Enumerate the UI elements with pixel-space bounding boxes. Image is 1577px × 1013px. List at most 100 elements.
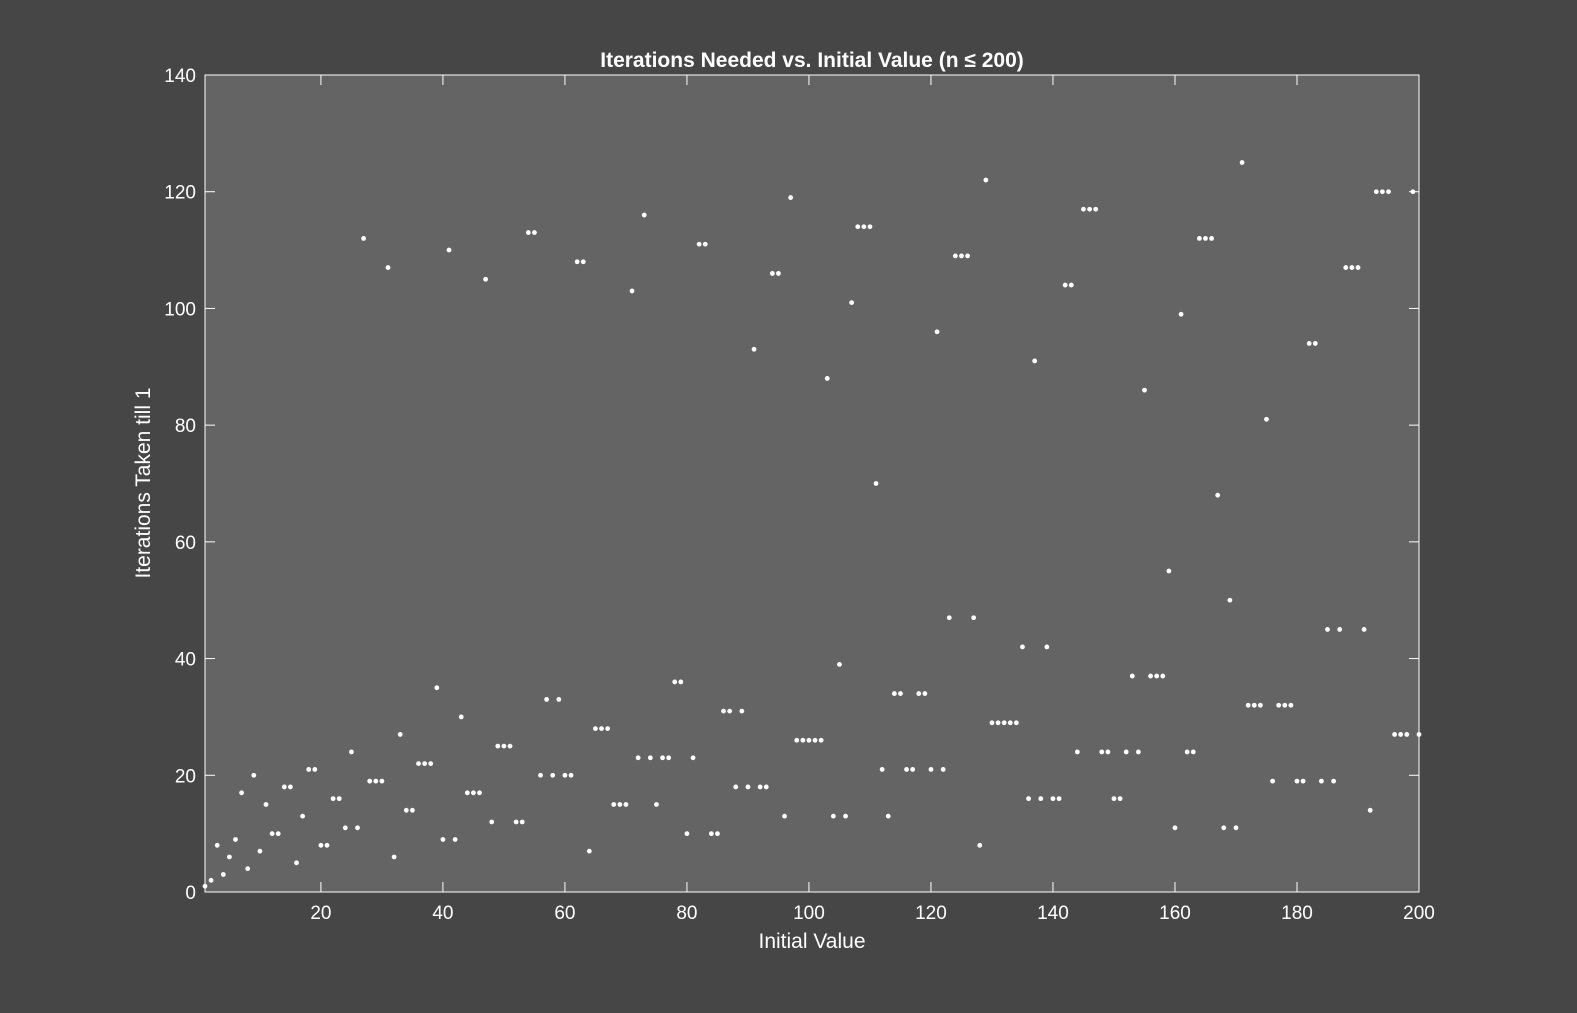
data-point [550,772,556,778]
data-point [513,819,519,825]
y-tick-label: 60 [175,533,196,554]
data-point [995,720,1001,726]
data-point [1373,189,1379,195]
data-point [1331,778,1336,784]
data-point [342,825,348,831]
data-point [611,802,617,807]
data-point [946,615,952,621]
data-point [580,259,586,265]
data-point [1251,702,1257,708]
data-point [324,842,330,848]
y-tick-label: 120 [164,183,196,204]
data-point [586,848,592,854]
data-point [1068,282,1074,288]
data-point [1135,749,1141,755]
data-point [1020,644,1025,650]
data-point [544,697,550,702]
y-axis-label: Iterations Taken till 1 [132,387,155,578]
data-point [1367,807,1373,813]
data-point [721,708,726,714]
data-point [556,697,562,702]
data-point [525,230,531,235]
data-point [733,784,739,790]
data-point [1081,206,1086,212]
data-point [1300,778,1306,784]
data-point [666,755,672,761]
data-point [1209,236,1214,241]
data-point [684,831,690,837]
data-point [1398,732,1404,737]
data-point [288,784,293,790]
data-point [574,259,580,265]
axes: 20 40 60 80 100 120 140 160 180 200 0 20 40 60 80 100 12… [164,66,1435,924]
data-point [501,743,507,749]
data-point [830,813,836,819]
x-tick-label: 80 [676,903,697,924]
data-point [208,877,214,883]
data-point [233,837,238,842]
data-point [1178,311,1184,317]
data-point [227,854,232,860]
data-point [385,265,391,270]
data-point [1032,358,1038,364]
data-point [263,802,269,807]
data-point [635,755,641,761]
data-point [391,854,397,860]
x-tick-label: 140 [1037,903,1069,924]
data-point [1325,626,1330,632]
data-point [434,685,440,691]
data-point [281,784,287,790]
data-point [837,662,842,667]
data-point [989,720,995,726]
data-point [1142,387,1147,393]
data-point [1221,825,1227,831]
data-point [562,772,568,778]
data-point [1044,644,1050,650]
x-tick-label: 20 [310,903,331,924]
data-point [1264,416,1269,422]
data-point [910,767,916,772]
data-point [916,691,922,696]
data-point [934,329,940,335]
data-point [660,755,665,761]
data-point [275,831,281,837]
data-point [977,842,983,848]
data-point [379,778,385,784]
data-point [306,767,312,772]
data-point [727,708,733,714]
data-point [599,726,604,731]
data-point [1148,673,1153,679]
data-point [952,253,958,259]
data-point [751,346,757,352]
data-point [928,767,934,772]
data-point [458,714,464,720]
data-point [617,802,623,807]
data-point [891,691,897,696]
data-point [983,177,989,183]
y-tick-label: 80 [175,416,196,437]
data-point [965,253,970,259]
data-point [507,743,513,749]
data-point [623,802,629,807]
data-point [1337,626,1343,632]
data-point [806,737,812,743]
data-point [1050,796,1056,802]
data-point [654,802,659,807]
data-point [318,842,324,848]
data-point [1379,189,1385,195]
x-tick-label: 160 [1159,903,1191,924]
data-point [452,837,458,842]
data-point [471,790,476,796]
data-point [678,679,684,685]
data-point [1318,778,1324,784]
data-point [294,860,299,866]
x-tick-label: 60 [554,903,575,924]
data-point [269,831,275,837]
data-point [403,807,409,813]
data-point [824,376,830,381]
y-tick-label: 40 [175,650,196,671]
data-point [647,755,653,761]
data-point [1074,749,1080,755]
